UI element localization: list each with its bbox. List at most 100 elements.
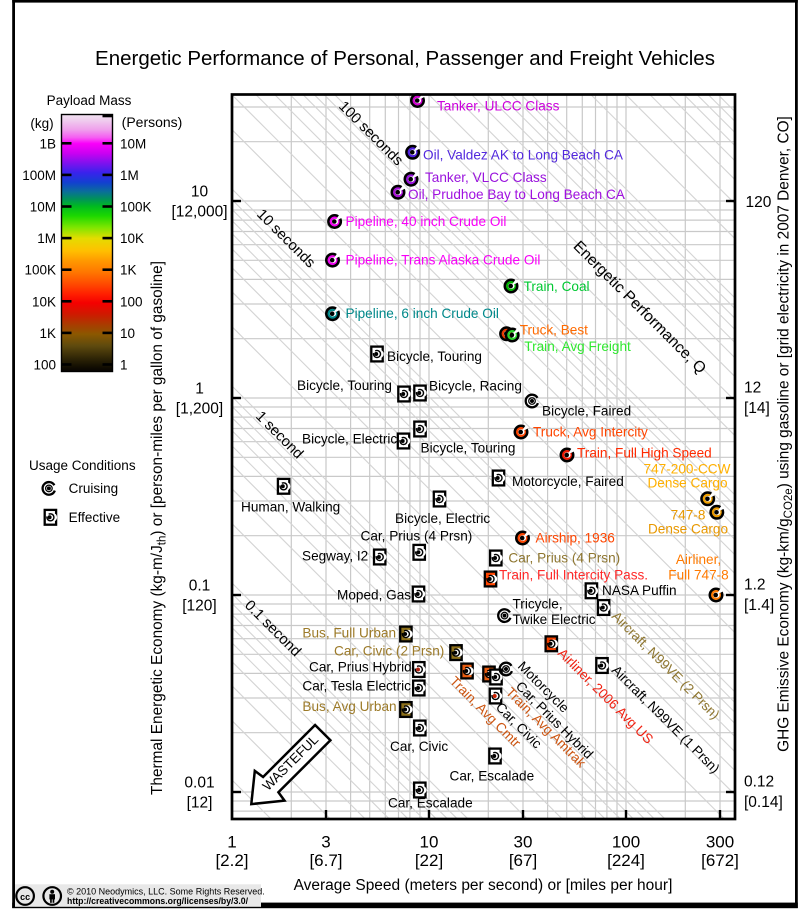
svg-text:100K: 100K — [24, 263, 56, 278]
svg-text:100: 100 — [120, 294, 143, 309]
svg-text:1B: 1B — [39, 136, 56, 151]
svg-text:1: 1 — [120, 358, 128, 373]
svg-text:[14]: [14] — [744, 400, 770, 417]
svg-text:Car, Escalade: Car, Escalade — [388, 796, 473, 811]
svg-text:30: 30 — [514, 832, 533, 851]
svg-text:Effective: Effective — [69, 510, 121, 525]
svg-text:Airliner,: Airliner, — [676, 552, 721, 567]
svg-text:Payload Mass: Payload Mass — [47, 93, 132, 108]
svg-text:GHG Emissive Economy (kg-km/gC: GHG Emissive Economy (kg-km/gCO2e) using… — [776, 116, 796, 752]
svg-text:Energetic Performance of Perso: Energetic Performance of Personal, Passe… — [95, 47, 715, 70]
svg-text:Cruising: Cruising — [69, 481, 119, 496]
svg-text:Moped, Gas: Moped, Gas — [337, 588, 411, 603]
svg-text:Bus, Full Urban: Bus, Full Urban — [302, 626, 396, 641]
svg-text:10: 10 — [191, 183, 209, 200]
svg-text:Motorcycle, Faired: Motorcycle, Faired — [512, 474, 624, 489]
svg-text:Oil, Prudhoe Bay to Long Beach: Oil, Prudhoe Bay to Long Beach CA — [408, 187, 626, 202]
svg-text:Car, Prius (4 Prsn): Car, Prius (4 Prsn) — [361, 529, 473, 544]
svg-text:0.12: 0.12 — [744, 774, 774, 791]
svg-text:Tanker, VLCC Class: Tanker, VLCC Class — [425, 170, 547, 185]
svg-text:Dense Cargo: Dense Cargo — [647, 476, 727, 491]
svg-text:[6.7]: [6.7] — [309, 851, 342, 870]
svg-text:Bicycle, Faired: Bicycle, Faired — [542, 404, 631, 419]
svg-text:Bus, Avg Urban: Bus, Avg Urban — [302, 699, 396, 714]
svg-text:[67]: [67] — [509, 851, 537, 870]
svg-text:Airship, 1936: Airship, 1936 — [536, 531, 615, 546]
svg-text:Human, Walking: Human, Walking — [241, 500, 340, 515]
svg-text:© 2010 Neodymics, LLC. Some R: © 2010 Neodymics, LLC. Some Rights Reser… — [67, 887, 265, 897]
svg-text:300: 300 — [706, 832, 734, 851]
svg-text:[12,000]: [12,000] — [171, 203, 227, 220]
svg-text:Truck, Best: Truck, Best — [520, 323, 588, 338]
svg-text:100K: 100K — [120, 200, 152, 215]
svg-text:1: 1 — [227, 832, 236, 851]
svg-text:10K: 10K — [120, 231, 144, 246]
svg-text:12: 12 — [744, 380, 761, 397]
svg-text:[2.2]: [2.2] — [215, 851, 248, 870]
svg-text:[0.14]: [0.14] — [744, 794, 783, 811]
svg-text:Oil, Valdez AK to Long Beach C: Oil, Valdez AK to Long Beach CA — [423, 148, 624, 163]
svg-text:0.01: 0.01 — [184, 774, 214, 791]
svg-text:Twike Electric: Twike Electric — [513, 612, 596, 627]
svg-text:[12]: [12] — [187, 794, 213, 811]
svg-text:100M: 100M — [22, 168, 56, 183]
svg-text:[1,200]: [1,200] — [176, 400, 223, 417]
svg-text:3: 3 — [321, 832, 330, 851]
svg-text:Thermal Energetic Economy (kg-: Thermal Energetic Economy (kg-m/Jth) or … — [149, 261, 169, 795]
svg-text:Train, Coal: Train, Coal — [524, 279, 590, 294]
svg-text:Car, Prius Hybrid: Car, Prius Hybrid — [309, 660, 412, 675]
svg-text:Tricycle,: Tricycle, — [513, 597, 563, 612]
svg-text:Truck, Avg Intercity: Truck, Avg Intercity — [533, 425, 648, 440]
svg-text:10M: 10M — [30, 200, 56, 215]
svg-text:Tanker, ULCC Class: Tanker, ULCC Class — [437, 99, 560, 114]
svg-text:(Persons): (Persons) — [122, 114, 183, 130]
svg-text:Bicycle, Touring: Bicycle, Touring — [297, 378, 392, 393]
svg-text:Car, Prius (4 Prsn): Car, Prius (4 Prsn) — [508, 551, 620, 566]
svg-text:[224]: [224] — [607, 851, 645, 870]
svg-text:[120]: [120] — [182, 597, 216, 614]
svg-text:1M: 1M — [37, 231, 56, 246]
svg-text:Car, Civic: Car, Civic — [390, 739, 448, 754]
svg-text:10K: 10K — [32, 294, 56, 309]
svg-text:Bicycle, Electric: Bicycle, Electric — [395, 511, 490, 526]
svg-text:NASA Puffin: NASA Puffin — [602, 583, 677, 598]
svg-text:Bicycle, Touring: Bicycle, Touring — [387, 349, 482, 364]
svg-text:Pipeline, 6 inch Crude Oil: Pipeline, 6 inch Crude Oil — [346, 306, 499, 321]
svg-text:Bicycle, Electric: Bicycle, Electric — [302, 432, 397, 447]
svg-text:Pipeline, 40 inch Crude Oil: Pipeline, 40 inch Crude Oil — [346, 214, 507, 229]
svg-text:10M: 10M — [120, 136, 146, 151]
svg-text:[672]: [672] — [701, 851, 739, 870]
svg-text:747-8: 747-8 — [671, 508, 706, 523]
svg-text:1M: 1M — [120, 168, 139, 183]
svg-text:100: 100 — [612, 832, 640, 851]
svg-text:10: 10 — [120, 326, 135, 341]
svg-text:Average Speed (meters per seco: Average Speed (meters per second) or [mi… — [294, 877, 673, 894]
svg-text:http://creativecommons.org/lic: http://creativecommons.org/licenses/by/3… — [67, 896, 248, 906]
svg-text:[22]: [22] — [415, 851, 443, 870]
svg-text:Bicycle, Touring: Bicycle, Touring — [421, 441, 516, 456]
svg-text:1K: 1K — [120, 263, 137, 278]
svg-text:Pipeline, Trans Alaska Crude O: Pipeline, Trans Alaska Crude Oil — [346, 253, 541, 268]
svg-text:1: 1 — [195, 380, 204, 397]
svg-text:(kg): (kg) — [30, 116, 53, 131]
svg-text:747-200-CCW: 747-200-CCW — [644, 462, 731, 477]
svg-text:100: 100 — [33, 358, 56, 373]
svg-text:Segway, I2: Segway, I2 — [302, 549, 368, 564]
svg-text:10: 10 — [420, 832, 439, 851]
svg-text:Bicycle, Racing: Bicycle, Racing — [429, 379, 522, 394]
svg-text:Usage Conditions: Usage Conditions — [29, 458, 136, 473]
svg-text:1K: 1K — [39, 326, 56, 341]
svg-text:[1.4]: [1.4] — [744, 597, 774, 614]
svg-text:Car, Civic (2 Prsn): Car, Civic (2 Prsn) — [334, 644, 444, 659]
svg-text:Full 747-8: Full 747-8 — [668, 568, 728, 583]
svg-text:Car, Escalade: Car, Escalade — [450, 769, 535, 784]
svg-text:Train, Full High Speed: Train, Full High Speed — [577, 446, 712, 461]
svg-text:Train, Avg Freight: Train, Avg Freight — [524, 339, 631, 354]
svg-text:Dense Cargo: Dense Cargo — [648, 522, 728, 537]
svg-text:120: 120 — [746, 194, 772, 211]
svg-text:1.2: 1.2 — [744, 577, 766, 594]
svg-text:Train, Full Intercity Pass.: Train, Full Intercity Pass. — [499, 568, 648, 583]
svg-text:cc: cc — [20, 892, 30, 902]
svg-text:0.1: 0.1 — [189, 577, 211, 594]
svg-text:Car, Tesla Electric: Car, Tesla Electric — [302, 679, 411, 694]
